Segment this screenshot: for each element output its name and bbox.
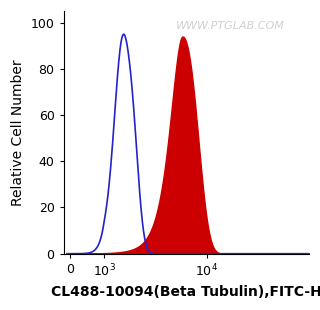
X-axis label: CL488-10094(Beta Tubulin),FITC-H: CL488-10094(Beta Tubulin),FITC-H [51, 285, 320, 299]
Y-axis label: Relative Cell Number: Relative Cell Number [11, 59, 25, 206]
Text: WWW.PTGLAB.COM: WWW.PTGLAB.COM [176, 21, 285, 31]
